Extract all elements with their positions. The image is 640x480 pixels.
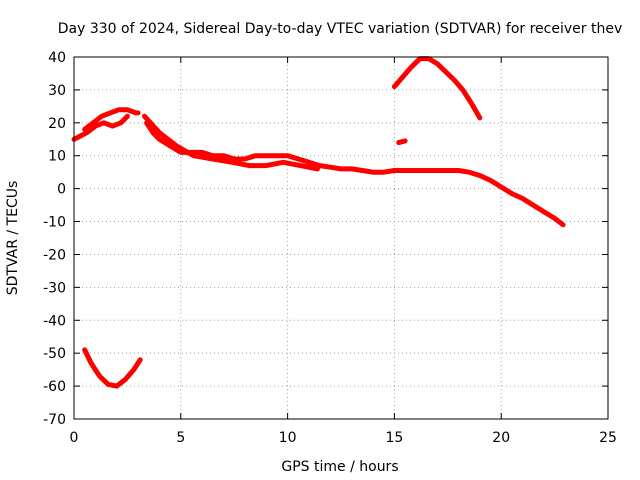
y-tick-label-0: 0 bbox=[57, 182, 66, 198]
series-isolated-segment bbox=[396, 138, 408, 146]
x-axis-label: GPS time / hours bbox=[281, 459, 398, 475]
y-axis: -70 -60 -50 -40 -30 -20 -10 0 10 20 30 40 bbox=[43, 50, 608, 428]
x-tick-label-10: 10 bbox=[279, 430, 297, 446]
y-axis-label: SDTVAR / TECUs bbox=[5, 181, 21, 296]
y-tick-label--70: -70 bbox=[43, 412, 66, 428]
y-tick-label-20: 20 bbox=[48, 116, 66, 132]
y-tick-label--30: -30 bbox=[43, 280, 66, 296]
y-tick-label-30: 30 bbox=[48, 83, 66, 99]
plot-area bbox=[71, 56, 566, 389]
y-tick-label-10: 10 bbox=[48, 149, 66, 165]
grid bbox=[74, 57, 608, 419]
y-tick-label-40: 40 bbox=[48, 50, 66, 66]
x-axis: 0 5 10 15 20 25 bbox=[70, 57, 617, 446]
series-central-arc-lower-edge bbox=[142, 113, 320, 172]
series-central-arc bbox=[144, 120, 566, 228]
x-tick-label-20: 20 bbox=[492, 430, 510, 446]
y-tick-label--60: -60 bbox=[43, 379, 66, 395]
x-tick-label-25: 25 bbox=[599, 430, 617, 446]
plot-frame bbox=[73, 56, 609, 420]
chart-title: Day 330 of 2024, Sidereal Day-to-day VTE… bbox=[58, 21, 622, 37]
y-tick-label--40: -40 bbox=[43, 313, 66, 329]
y-tick-label--20: -20 bbox=[43, 247, 66, 263]
series-main-arc bbox=[71, 113, 130, 142]
x-tick-label-0: 0 bbox=[70, 430, 79, 446]
series-upper-right-arc bbox=[391, 56, 483, 121]
y-tick-label--10: -10 bbox=[43, 215, 66, 231]
x-tick-label-15: 15 bbox=[385, 430, 403, 446]
x-tick-label-5: 5 bbox=[176, 430, 185, 446]
axes-frame bbox=[73, 56, 609, 420]
series-left-low-arc bbox=[82, 347, 143, 389]
y-tick-label--50: -50 bbox=[43, 346, 66, 362]
series-hump-arc bbox=[82, 107, 141, 132]
